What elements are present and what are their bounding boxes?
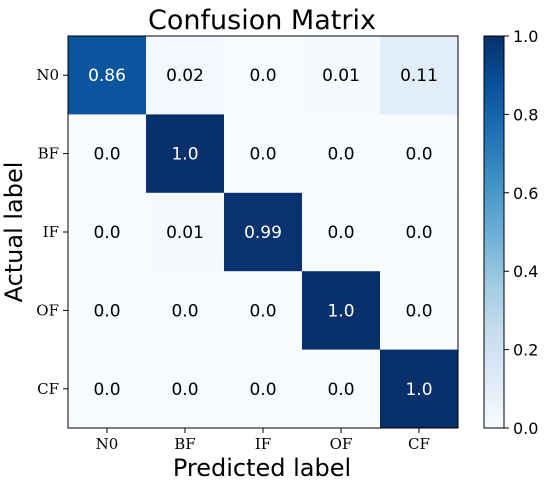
heatmap-cell xyxy=(224,271,303,351)
x-tick-label: N0 xyxy=(96,435,119,453)
y-tick-label: N0 xyxy=(36,66,59,84)
cell-value-label: 1.0 xyxy=(405,380,432,400)
cell-value-label: 0.0 xyxy=(405,223,432,243)
heatmap-cell xyxy=(68,36,147,115)
heatmap-cell xyxy=(146,192,225,272)
cell-value-label: 0.11 xyxy=(400,66,438,86)
heatmap-cell xyxy=(380,114,459,194)
heatmap-cell xyxy=(146,349,225,429)
cell-value-label: 0.0 xyxy=(327,223,354,243)
heatmap-cell xyxy=(380,271,459,351)
y-axis-ticks: N0 BF IF OF CF xyxy=(36,66,68,398)
colorbar-tick-label: 0.4 xyxy=(513,262,538,281)
heatmap-cell xyxy=(68,192,147,272)
heatmap-cell xyxy=(68,349,147,429)
heatmap-cell xyxy=(380,36,459,115)
colorbar-tick-label: 0.0 xyxy=(513,419,538,438)
cell-value-label: 0.0 xyxy=(405,145,432,165)
heatmap-cells: 0.86 0.02 0.0 0.01 0.11 0.0 1.0 0.0 0.0 0.0 0.0 0.0… xyxy=(68,36,459,429)
heatmap-cell xyxy=(302,114,381,194)
heatmap-cell xyxy=(302,192,381,272)
heatmap-cell xyxy=(224,36,303,115)
heatmap-cell xyxy=(68,114,147,194)
cell-value-label: 0.0 xyxy=(249,145,276,165)
cell-value-label: 1.0 xyxy=(171,145,198,165)
y-axis-label: Actual label xyxy=(0,162,28,303)
colorbar-tick-label: 0.8 xyxy=(513,105,538,124)
cell-value-label: 0.86 xyxy=(88,66,126,86)
cell-value-label: 0.0 xyxy=(249,380,276,400)
cell-value-label: 0.0 xyxy=(327,145,354,165)
x-tick-label: BF xyxy=(174,435,195,453)
x-axis-label: Predicted label xyxy=(173,454,351,482)
cell-value-label: 0.02 xyxy=(166,66,204,86)
cell-value-label: 0.01 xyxy=(166,223,204,243)
cell-value-label: 0.0 xyxy=(93,301,120,321)
x-tick-label: IF xyxy=(255,435,271,453)
heatmap-cell xyxy=(224,349,303,429)
x-tick-label: OF xyxy=(330,435,353,453)
colorbar-tick-label: 0.2 xyxy=(513,341,538,360)
y-tick-label: CF xyxy=(37,380,59,398)
cell-value-label: 0.0 xyxy=(327,380,354,400)
heatmap-cell xyxy=(68,271,147,351)
heatmap-cell xyxy=(146,114,225,194)
cell-value-label: 0.99 xyxy=(244,223,282,243)
cell-value-label: 0.0 xyxy=(171,380,198,400)
colorbar-tick-label: 1.0 xyxy=(513,27,538,46)
colorbar-tick-label: 0.6 xyxy=(513,184,538,203)
cell-value-label: 1.0 xyxy=(327,301,354,321)
cell-value-label: 0.0 xyxy=(405,301,432,321)
y-tick-label: BF xyxy=(38,145,59,163)
cell-value-label: 0.0 xyxy=(93,380,120,400)
y-tick-label: IF xyxy=(43,223,59,241)
heatmap-cell xyxy=(224,114,303,194)
heatmap-cell xyxy=(302,271,381,351)
colorbar-ticks: 0.0 0.2 0.4 0.6 0.8 1.0 xyxy=(504,27,538,438)
heatmap-cell xyxy=(146,271,225,351)
heatmap-cell xyxy=(302,349,381,429)
chart-title: Confusion Matrix xyxy=(148,5,376,36)
cell-value-label: 0.0 xyxy=(93,223,120,243)
x-tick-label: CF xyxy=(408,435,430,453)
heatmap-cell xyxy=(224,192,303,272)
heatmap-cell xyxy=(380,192,459,272)
cell-value-label: 0.01 xyxy=(322,66,360,86)
colorbar xyxy=(483,35,505,429)
cell-value-label: 0.0 xyxy=(249,66,276,86)
cell-value-label: 0.0 xyxy=(171,301,198,321)
heatmap-cell xyxy=(302,36,381,115)
cell-value-label: 0.0 xyxy=(249,301,276,321)
heatmap-cell xyxy=(146,36,225,115)
y-tick-label: OF xyxy=(36,301,59,319)
cell-value-label: 0.0 xyxy=(93,145,120,165)
x-axis-ticks: N0 BF IF OF CF xyxy=(96,428,430,453)
heatmap-cell xyxy=(380,349,459,429)
